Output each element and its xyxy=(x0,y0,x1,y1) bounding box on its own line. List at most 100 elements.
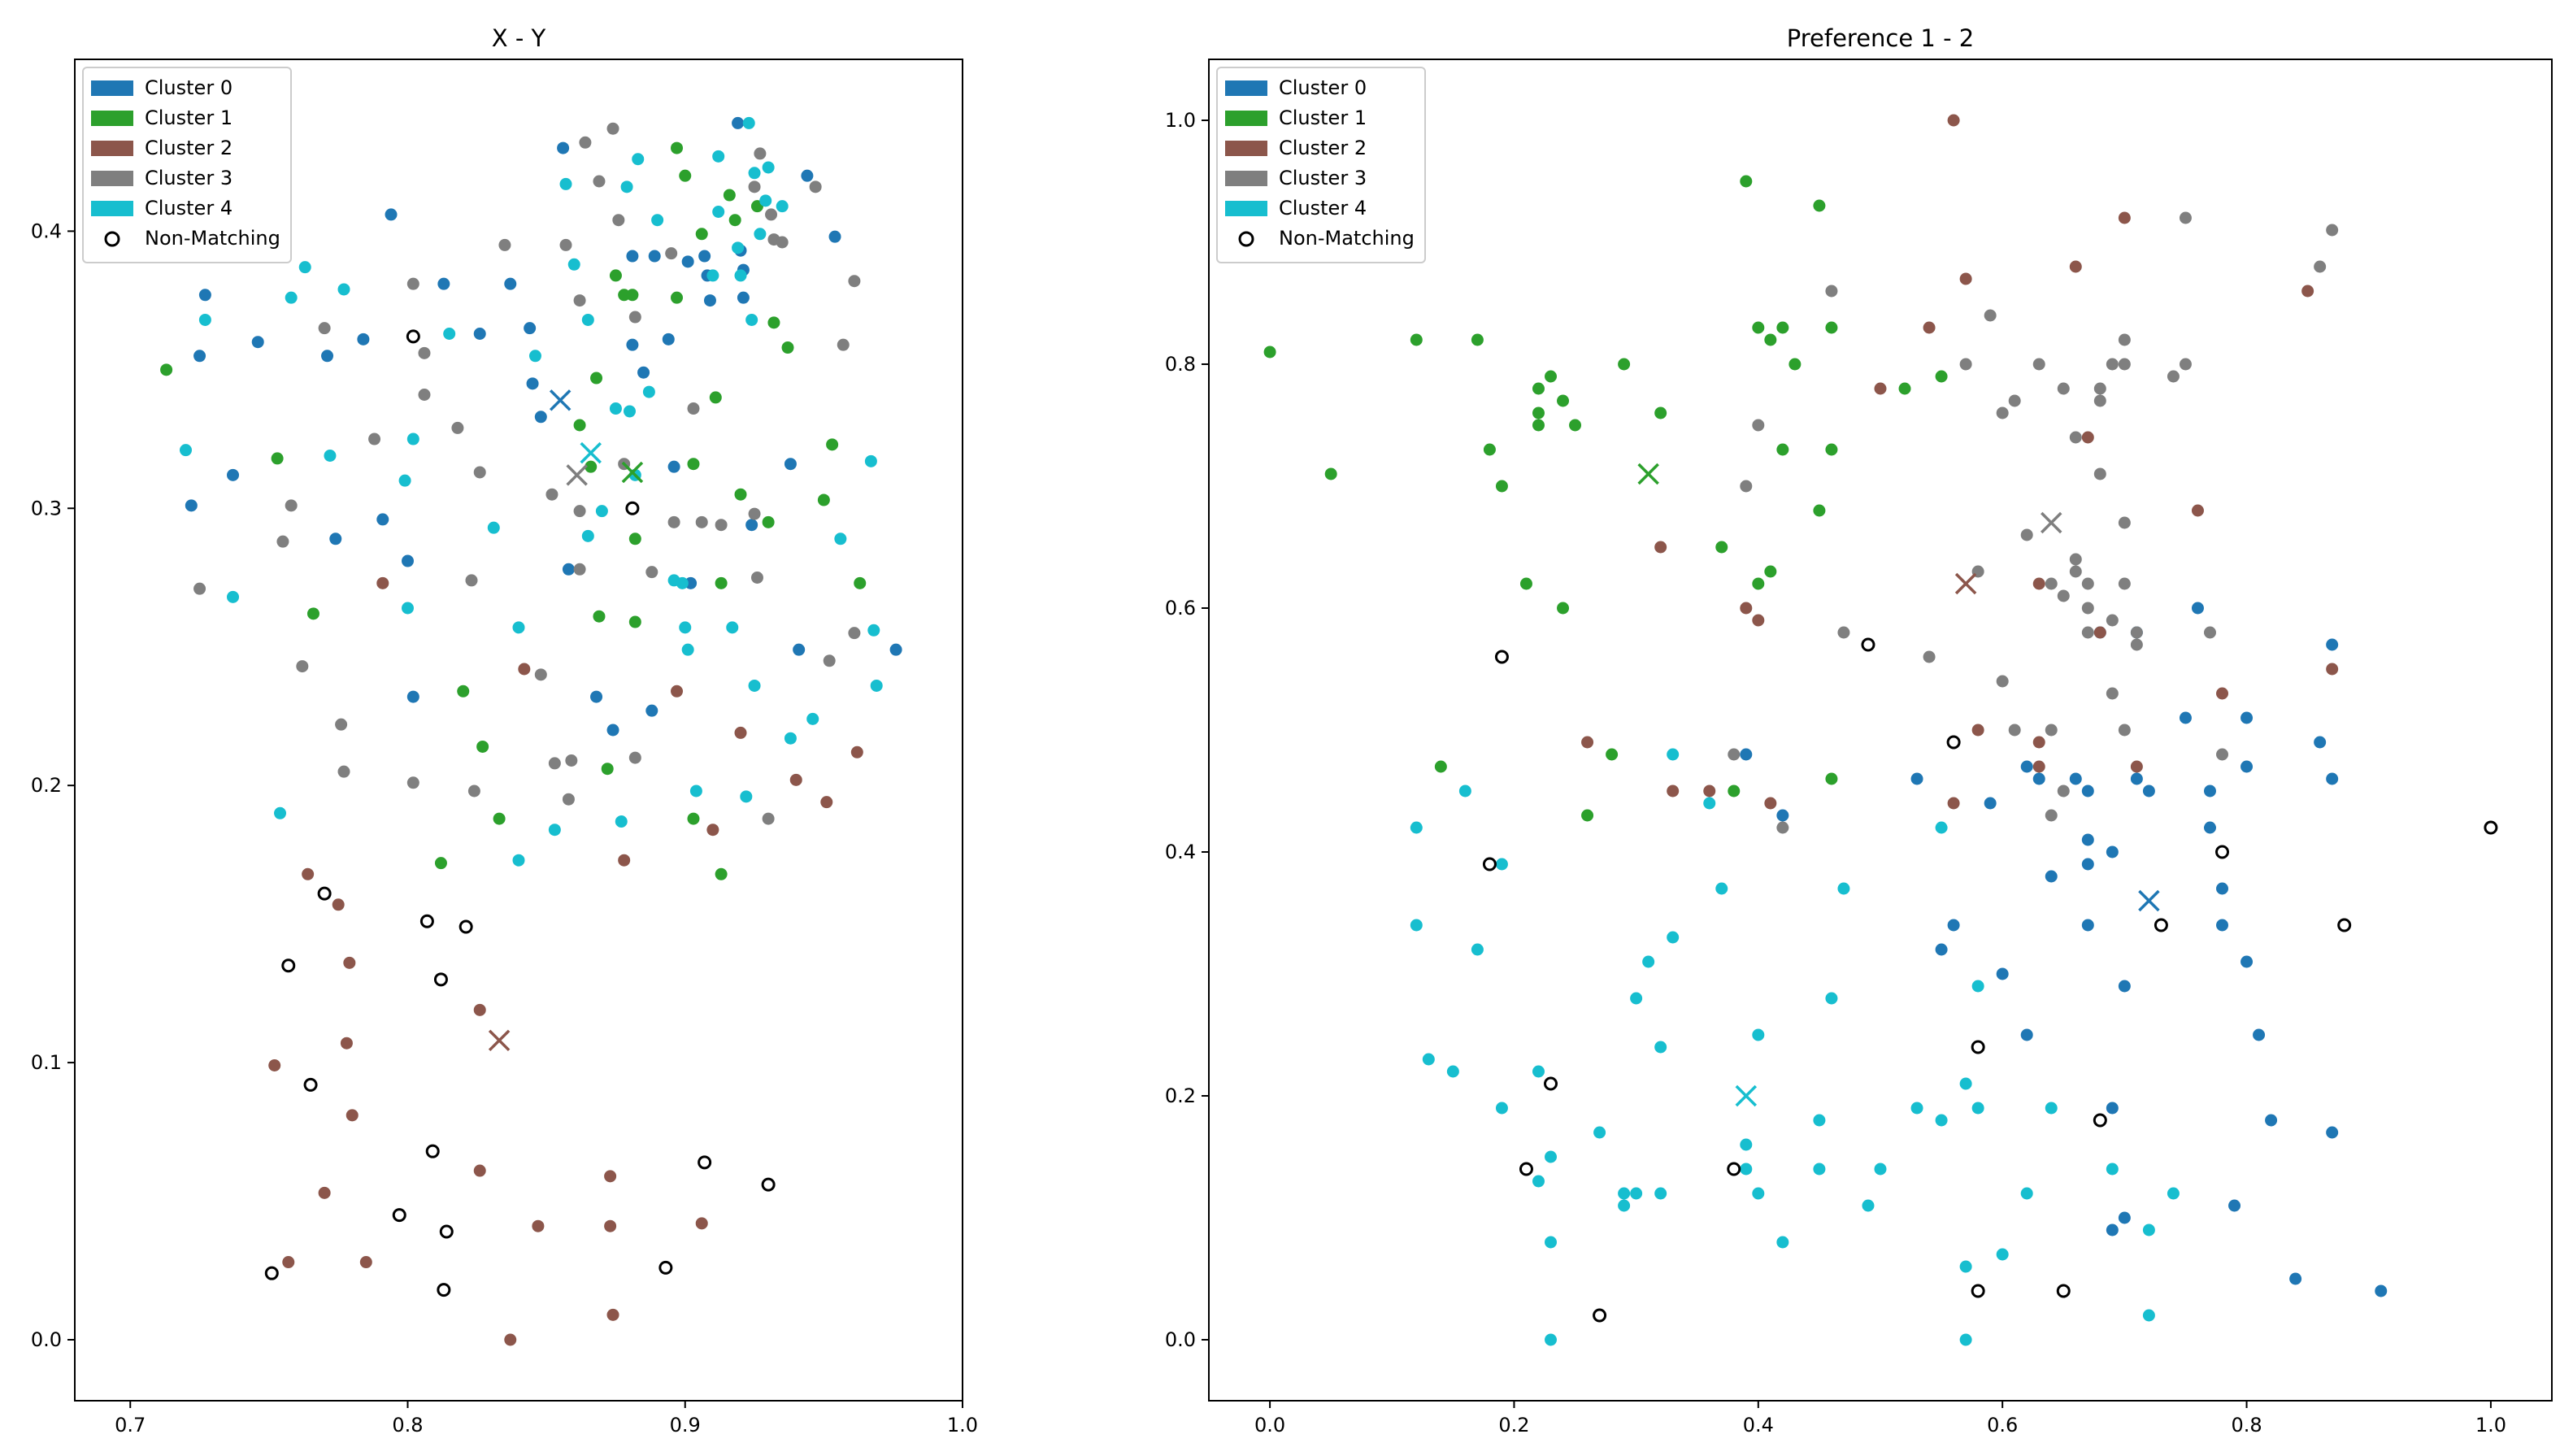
data-point xyxy=(2265,1114,2278,1127)
non-matching-point xyxy=(1494,650,1509,664)
data-point xyxy=(402,554,414,567)
data-point xyxy=(801,169,814,182)
data-point xyxy=(1959,1077,1972,1090)
data-point xyxy=(620,180,633,193)
data-point xyxy=(451,421,464,434)
y-tick-label: 0.0 xyxy=(31,1328,62,1351)
data-point xyxy=(618,854,631,867)
data-point xyxy=(1410,333,1423,346)
data-point xyxy=(2326,772,2339,785)
data-point xyxy=(473,466,486,479)
data-point xyxy=(1618,358,1631,371)
y-tick-label: 0.0 xyxy=(1165,1328,1196,1351)
data-point xyxy=(1935,370,1948,383)
plot-pref: Preference 1 - 2 0.0 0.2 0.4 0.6 0.8 1.0 0.0 0.2… xyxy=(1165,24,2553,1436)
data-point xyxy=(1446,1065,1459,1078)
data-point xyxy=(573,563,586,576)
data-point xyxy=(2326,1126,2339,1139)
data-point xyxy=(2167,1187,2180,1200)
data-point xyxy=(2216,748,2229,761)
data-point xyxy=(1947,797,1960,810)
data-point xyxy=(715,867,728,880)
data-point xyxy=(418,346,431,359)
data-point xyxy=(443,328,456,340)
x-tick-label: 0.9 xyxy=(670,1414,701,1436)
data-point xyxy=(573,294,586,307)
data-point xyxy=(2301,285,2314,298)
data-point xyxy=(2203,785,2216,798)
series-cluster-2 xyxy=(268,576,863,1346)
data-point xyxy=(1910,1102,1923,1115)
non-matching-point xyxy=(761,1177,776,1192)
data-point xyxy=(1642,955,1655,968)
data-point xyxy=(645,566,658,579)
data-point xyxy=(1874,382,1887,395)
data-point xyxy=(1654,406,1667,419)
data-point xyxy=(2008,724,2021,737)
data-point xyxy=(1422,1053,1435,1066)
data-point xyxy=(2118,980,2131,993)
data-point xyxy=(1996,675,2009,688)
x-tick-label: 0.8 xyxy=(392,1414,423,1436)
data-point xyxy=(285,499,298,512)
data-point xyxy=(687,458,700,471)
non-matching-point xyxy=(281,958,296,973)
data-point xyxy=(2032,736,2045,749)
data-point xyxy=(526,377,539,390)
data-point xyxy=(2069,431,2082,444)
data-point xyxy=(750,572,763,584)
data-point xyxy=(2326,638,2339,651)
data-point xyxy=(504,1333,517,1346)
data-point xyxy=(624,405,636,418)
data-point xyxy=(1837,882,1850,895)
data-point xyxy=(606,122,619,135)
data-point xyxy=(762,161,775,174)
non-matching-point xyxy=(1544,1076,1558,1091)
data-point xyxy=(180,444,192,457)
data-point xyxy=(402,602,414,615)
non-matching-point xyxy=(433,972,448,987)
data-point xyxy=(332,898,345,911)
data-point xyxy=(271,452,284,465)
data-point xyxy=(1813,1114,1826,1127)
series-cluster-1 xyxy=(1263,175,1948,822)
data-point xyxy=(487,521,500,534)
axes-frame xyxy=(1208,59,2553,1402)
data-point xyxy=(593,175,606,188)
centroid-stroke xyxy=(2138,889,2160,912)
data-point xyxy=(1740,748,1753,761)
data-point xyxy=(2081,833,2094,846)
data-point xyxy=(2118,358,2131,371)
data-point xyxy=(848,627,861,640)
data-point xyxy=(1593,1126,1606,1139)
legend-label: Non-Matching xyxy=(1279,227,1415,250)
data-point xyxy=(2081,602,2094,615)
data-point xyxy=(754,228,767,241)
data-point xyxy=(1545,1333,1558,1346)
data-point xyxy=(612,214,625,227)
data-point xyxy=(1971,1102,1984,1115)
data-point xyxy=(665,247,678,260)
data-point xyxy=(1324,467,1337,480)
data-point xyxy=(628,615,641,628)
data-point xyxy=(709,391,722,404)
data-point xyxy=(2093,626,2106,639)
data-point xyxy=(2093,394,2106,407)
data-point xyxy=(185,499,198,512)
series-cluster-3 xyxy=(1728,211,2339,834)
data-point xyxy=(1776,321,1789,334)
legend-swatch xyxy=(91,111,133,126)
data-point xyxy=(274,806,287,819)
data-point xyxy=(2081,919,2094,932)
data-point xyxy=(2241,955,2254,968)
data-point xyxy=(1532,1065,1545,1078)
data-point xyxy=(1715,882,1728,895)
data-point xyxy=(1935,821,1948,834)
data-point xyxy=(2045,809,2058,822)
series-non-matching xyxy=(1482,637,2498,1323)
data-point xyxy=(706,269,719,282)
data-point xyxy=(418,389,431,401)
data-point xyxy=(1947,919,1960,932)
data-point xyxy=(406,690,419,703)
data-point xyxy=(1776,443,1789,456)
